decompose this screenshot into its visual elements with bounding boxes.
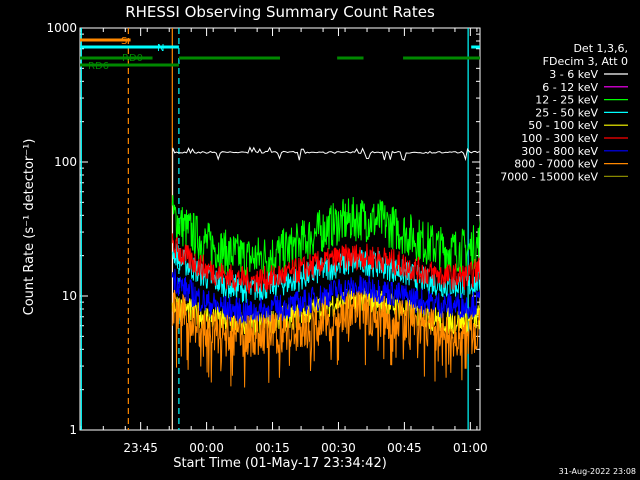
legend-header-line-2: FDecim 3, Att 0 — [543, 55, 628, 68]
series-line — [171, 195, 480, 280]
x-tick-label: 00:45 — [387, 441, 422, 455]
y-tick-label: 1000 — [46, 21, 77, 35]
legend-entry-label: 25 - 50 keV — [535, 106, 598, 119]
plot-timestamp: 31-Aug-2022 23:08 — [559, 467, 636, 476]
plot-area: 1 10 100 1000 23:45 00:00 00:15 00:30 00:45 01:00… — [46, 21, 628, 455]
plot-frame — [79, 27, 481, 431]
legend-entry-label: 100 - 300 keV — [521, 132, 598, 145]
y-tick-label: 10 — [62, 289, 77, 303]
series-line — [479, 256, 480, 261]
x-tick-label: 01:00 — [453, 441, 488, 455]
x-axis-label: Start Time (01-May-17 23:34:42) — [173, 456, 387, 471]
legend-entry-label: 3 - 6 keV — [549, 68, 598, 81]
series-line — [171, 268, 480, 325]
status-bar-label: N — [157, 43, 164, 54]
chart-title: RHESSI Observing Summary Count Rates — [125, 3, 435, 21]
status-bar-label: S — [121, 36, 127, 47]
legend-entry-label: 7000 - 15000 keV — [500, 170, 598, 183]
legend-entry-label: 12 - 25 keV — [535, 94, 598, 107]
x-tick-label: 00:00 — [189, 441, 224, 455]
legend-entry-label: 50 - 100 keV — [528, 119, 598, 132]
x-tick-label: 23:45 — [123, 441, 158, 455]
status-bar-label: RD6 — [88, 61, 109, 72]
x-tick-label: 00:30 — [321, 441, 356, 455]
legend-entry-label: 300 - 800 keV — [521, 145, 598, 158]
legend-header-line-1: Det 1,3,6, — [573, 42, 628, 55]
status-bar-label: RD0 — [122, 53, 143, 64]
series-group — [171, 146, 480, 430]
series-line — [171, 146, 480, 430]
series-line — [171, 289, 480, 388]
x-tick-label: 00:15 — [255, 441, 290, 455]
y-axis-label: Count Rate (s⁻¹ detector⁻¹) — [22, 139, 37, 316]
y-tick-label: 1 — [69, 423, 77, 437]
y-tick-label: 100 — [54, 155, 77, 169]
series-line — [171, 233, 480, 294]
legend-entry-label: 6 - 12 keV — [542, 81, 598, 94]
legend-entry-label: 800 - 7000 keV — [514, 158, 598, 171]
